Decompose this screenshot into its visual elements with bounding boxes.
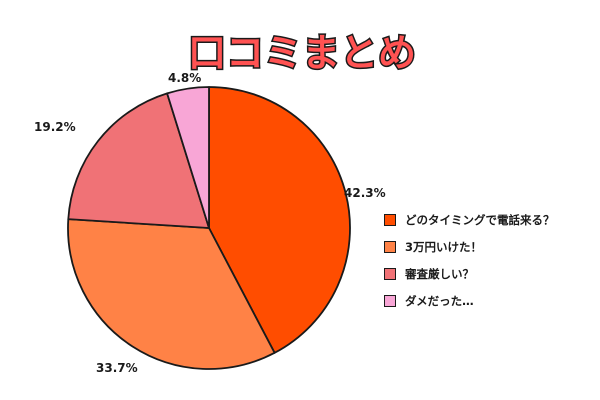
pie-slice-0 [208, 86, 351, 354]
legend-label: 3万円いけた！ [405, 239, 483, 254]
pie-slice-1 [67, 218, 276, 370]
legend-label: どのタイミングで電話来る？ [405, 212, 555, 227]
legend-item: 審査厳しい？ [384, 260, 555, 287]
legend-swatch [384, 213, 396, 226]
legend-label: 審査厳しい？ [405, 266, 474, 281]
slice-label-1: 33.7% [96, 361, 138, 375]
legend-swatch [384, 240, 396, 253]
pie-slice-2 [67, 92, 210, 229]
legend-item: 3万円いけた！ [384, 233, 555, 260]
legend-swatch [384, 267, 396, 280]
legend-item: どのタイミングで電話来る？ [384, 206, 555, 233]
legend-label: ダメだった… [405, 293, 474, 308]
slice-label-2: 19.2% [34, 120, 76, 134]
legend-swatch [384, 294, 396, 307]
slice-label-3: 4.8% [168, 71, 202, 85]
chart-title-graphic: 口コミまとめ [186, 30, 417, 77]
legend-item: ダメだった… [384, 287, 555, 314]
legend: どのタイミングで電話来る？ 3万円いけた！ 審査厳しい？ ダメだった… [384, 206, 555, 314]
chart-title: 口コミまとめ [188, 31, 416, 75]
slice-label-0: 42.3% [344, 186, 386, 200]
pie-slice-3 [166, 86, 210, 229]
